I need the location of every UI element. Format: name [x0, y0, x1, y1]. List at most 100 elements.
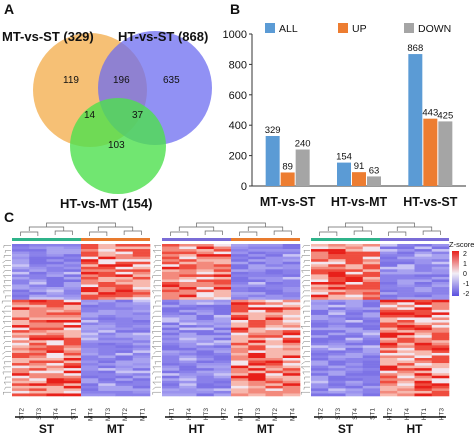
heatmap-cell [397, 337, 415, 341]
heatmap-cell [213, 342, 232, 346]
heatmap-cell [162, 375, 180, 379]
row-branch [300, 366, 310, 370]
row-branch [152, 250, 161, 254]
heatmap-cell [63, 373, 82, 377]
heatmap-cell [46, 347, 65, 351]
heatmap-cell [98, 259, 116, 263]
row-branch [4, 376, 11, 380]
heatmap-cell [12, 350, 30, 354]
heatmap-cell [46, 358, 65, 361]
heatmap-cell [63, 279, 82, 283]
heatmap-cell [213, 378, 232, 382]
heatmap-cell [179, 312, 197, 316]
heatmap-cell [328, 246, 346, 250]
heatmap-cell [98, 309, 116, 313]
heatmap-cell [397, 261, 415, 265]
heatmap-cells [311, 244, 450, 397]
heatmap-cell [132, 365, 151, 369]
heatmap-cell [162, 360, 180, 364]
heatmap-cell [282, 363, 301, 366]
heatmap-cell [63, 340, 82, 344]
legend-swatch-down [404, 23, 414, 33]
heatmap-cell [46, 365, 65, 369]
heatmap-cell [282, 314, 301, 318]
heatmap-cell [162, 322, 180, 326]
heatmap-cell [248, 373, 266, 377]
heatmap-cell [328, 274, 346, 278]
heatmap-cell [81, 256, 99, 260]
heatmap-cell [328, 304, 346, 308]
heatmap-cell [431, 337, 450, 341]
heatmap-cell [29, 282, 47, 285]
heatmap-cell [282, 282, 301, 285]
heatmap-cell [29, 393, 47, 397]
heatmap-cell [380, 363, 398, 366]
heatmap-cell [132, 274, 151, 278]
heatmap-cell [98, 360, 116, 364]
heatmap-cell [115, 383, 134, 387]
heatmap-cell [196, 269, 215, 273]
heatmap-cell [397, 259, 415, 263]
heatmap-cell [81, 269, 99, 273]
heatmap-cell [132, 393, 151, 397]
heatmap-cell [282, 355, 301, 359]
row-branch [2, 285, 11, 289]
bar-all-1 [337, 162, 351, 186]
heatmap-cell [63, 312, 82, 316]
heatmap-cell [328, 299, 346, 303]
heatmap-cell [196, 358, 215, 361]
heatmap-cell [265, 347, 284, 351]
heatmap-cell [196, 383, 215, 387]
group-color-bar [231, 238, 300, 241]
heatmap-cell [311, 375, 329, 379]
heatmap-cell [12, 249, 30, 252]
heatmap-cell [179, 274, 197, 278]
heatmap-cell [380, 393, 398, 397]
heatmap-cell [345, 312, 364, 316]
dendrogram-branch [89, 226, 142, 236]
row-branch [302, 265, 310, 269]
heatmap-cell [282, 244, 301, 247]
heatmap-cell [98, 317, 116, 321]
heatmap-cell [414, 299, 433, 303]
heatmap-cell [265, 246, 284, 250]
heatmap-cell [397, 373, 415, 377]
heatmap-cell [414, 314, 433, 318]
heatmap-cell [397, 360, 415, 364]
heatmap-cell [265, 271, 284, 275]
heatmap-cell [12, 269, 30, 273]
heatmap-cell [362, 256, 381, 260]
heatmap-cell [414, 302, 433, 306]
heatmap-cell [328, 340, 346, 344]
heatmap-cell [29, 259, 47, 263]
heatmap-cell [132, 251, 151, 255]
heatmap-cell [414, 330, 433, 333]
heatmap-cell [431, 342, 450, 346]
heatmap-cell [248, 327, 266, 331]
heatmap-cell [46, 289, 65, 293]
heatmap-cell [12, 345, 30, 349]
heatmap-cell [414, 307, 433, 311]
heatmap-cell [248, 261, 266, 265]
heatmap-cell [231, 373, 249, 377]
heatmap-cell [397, 256, 415, 260]
heatmap-cell [29, 383, 47, 387]
heatmap-cell [362, 365, 381, 369]
heatmap-cell [162, 261, 180, 265]
heatmap-cell [196, 365, 215, 369]
heatmap-cell [265, 294, 284, 298]
heatmap-cell [179, 251, 197, 255]
heatmap-cell [311, 390, 329, 394]
heatmap-cell [81, 347, 99, 351]
bar-up-2 [423, 118, 438, 186]
heatmap-cell [213, 370, 232, 374]
heatmap-cell [132, 317, 151, 321]
heatmap-cell [179, 284, 197, 288]
heatmap-cell [362, 297, 381, 301]
heatmap-cell [345, 355, 364, 359]
heatmap-cell [98, 385, 116, 389]
heatmap-cell [328, 264, 346, 268]
heatmap-cell [248, 378, 266, 382]
heatmap-cell [397, 358, 415, 361]
heatmap-cell [282, 297, 301, 301]
